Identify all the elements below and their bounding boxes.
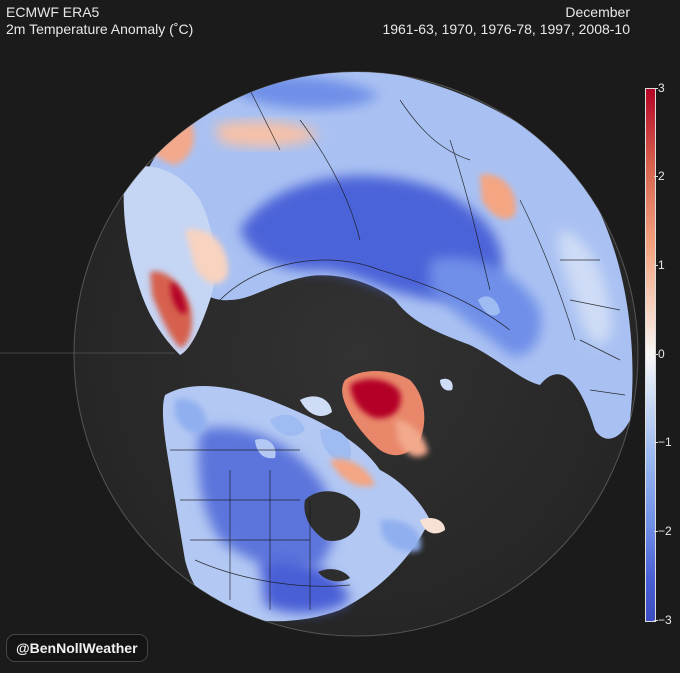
colorbar-tickmark (654, 176, 658, 177)
colorbar-tickmark (654, 620, 658, 621)
svalbard (440, 378, 453, 391)
variable-title: 2m Temperature Anomaly (˚C) (6, 21, 194, 37)
colorbar-tick-label: 3 (658, 81, 665, 95)
years-title: 1961-63, 1970, 1976-78, 1997, 2008-10 (382, 21, 630, 37)
iceland (420, 518, 445, 534)
colorbar-tickmark (654, 88, 658, 89)
arctic-archipelago (255, 396, 375, 487)
novaya-zemlya (478, 296, 500, 316)
colorbar-tick-label: −2 (658, 524, 672, 538)
colorbar-tick-label: 2 (658, 169, 665, 183)
title-block: ECMWF ERA5 2m Temperature Anomaly (˚C) (6, 4, 193, 38)
colorbar-tick-label: −1 (658, 435, 672, 449)
colorbar (645, 88, 656, 622)
author-handle: @BenNollWeather (6, 634, 148, 662)
great-lakes (318, 569, 350, 582)
alaska-landmass (123, 166, 229, 355)
period-block: December 1961-63, 1970, 1976-78, 1997, 2… (382, 4, 630, 38)
colorbar-tickmark (654, 531, 658, 532)
month-title: December (565, 4, 630, 20)
colorbar-tick-label: −3 (658, 613, 672, 627)
data-source-title: ECMWF ERA5 (6, 4, 100, 20)
hudson-bay (304, 491, 361, 541)
eurasia-landmass (130, 72, 633, 439)
colorbar-tick-label: 0 (658, 347, 665, 361)
colorbar-tickmark (654, 442, 658, 443)
colorbar-tickmark (654, 265, 658, 266)
greenland-landmass (342, 371, 428, 457)
colorbar-tickmark (654, 354, 658, 355)
colorbar-tick-label: 1 (658, 258, 665, 272)
country-borders (170, 89, 626, 610)
